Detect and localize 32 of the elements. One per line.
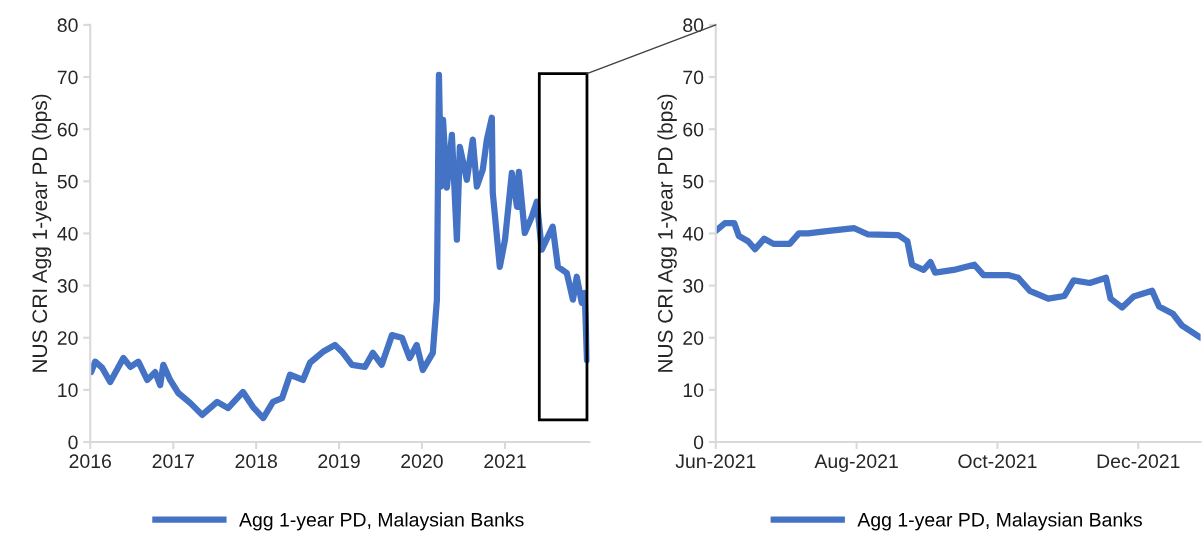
y-tick-label: 70 [683,70,704,85]
y-tick-label: 50 [57,174,78,189]
y-tick-label: 30 [683,279,704,293]
y-tick-label: 40 [682,226,704,241]
x-tick-label: 2020 [401,454,443,469]
y-tick-label: 40 [57,226,78,241]
y-tick-label: 10 [683,383,704,398]
x-tick-label: 2018 [235,454,277,469]
y-tick-label: 0 [693,435,704,450]
x-tick-label: 2016 [69,454,111,469]
y-axis-title: NUS CRI Agg 1-year PD (bps) [657,94,677,372]
y-tick-label: 0 [68,435,78,450]
y-tick-label: 20 [683,331,704,345]
y-tick-label: 60 [57,122,78,137]
y-tick-label: 10 [58,383,78,398]
y-tick-label: 60 [683,122,704,137]
y-tick-label: 50 [683,174,704,189]
x-tick-label: Oct-2021 [958,454,1037,469]
x-tick-label: Jun-2021 [675,454,756,469]
y-axis-title: NUS CRI Agg 1-year PD (bps) [31,94,52,372]
x-tick-label: 2017 [152,454,194,469]
legend-label: Agg 1-year PD, Malaysian Banks [239,512,524,531]
y-tick-label: 80 [683,18,704,33]
y-tick-label: 80 [57,18,78,33]
x-tick-label: 2019 [318,454,360,469]
x-tick-label: Aug-2021 [814,454,898,472]
legend-label: Agg 1-year PD, Malaysian Banks [857,512,1142,531]
y-tick-label: 20 [57,331,78,345]
y-tick-label: 30 [57,279,78,293]
x-tick-label: Dec-2021 [1097,454,1180,469]
x-tick-label: 2021 [484,454,526,469]
y-tick-label: 70 [57,70,78,85]
